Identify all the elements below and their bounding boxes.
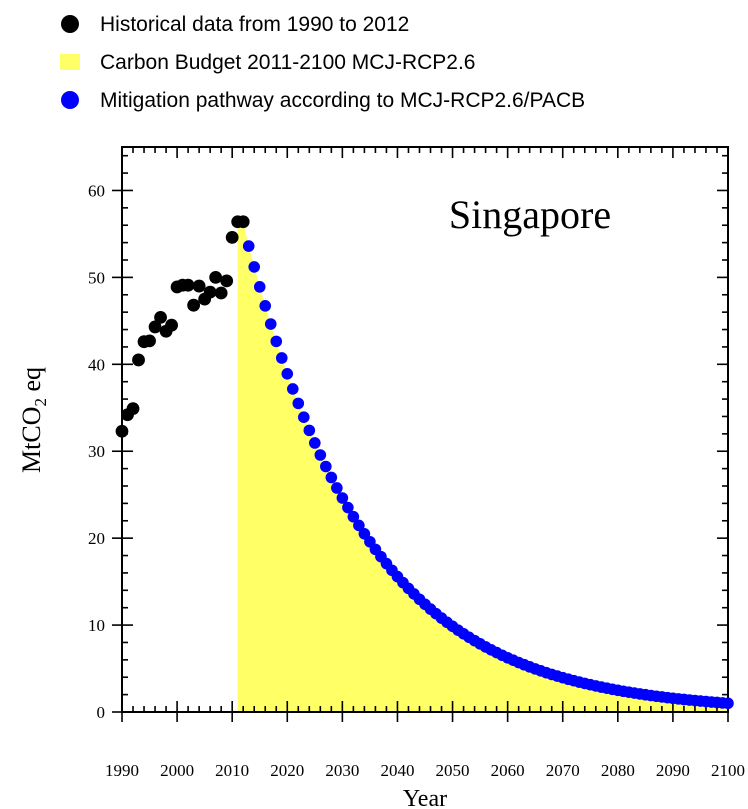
historical-point <box>187 298 201 312</box>
x-tick-label: 2020 <box>270 761 304 780</box>
mitigation-point <box>303 424 316 437</box>
x-axis-title: Year <box>403 786 447 809</box>
mitigation-point <box>336 492 349 504</box>
mitigation-point <box>342 501 354 514</box>
historical-point <box>220 274 234 288</box>
y-axis-title: MtCO2 eq <box>17 367 50 473</box>
x-tick-label: 2100 <box>711 761 745 780</box>
y-tick-label: 30 <box>88 442 105 461</box>
y-tick-label: 20 <box>88 529 105 548</box>
historical-point <box>165 318 178 332</box>
historical-point <box>154 310 167 324</box>
mitigation-point <box>353 519 365 532</box>
x-tick-label: 2030 <box>325 761 359 780</box>
x-tick-label: 1990 <box>105 761 139 780</box>
historical-point <box>225 231 239 244</box>
historical-point <box>132 353 145 367</box>
x-tick-label: 2000 <box>160 761 194 780</box>
mitigation-point <box>286 383 299 395</box>
mitigation-point <box>259 300 272 312</box>
mitigation-point <box>264 318 277 330</box>
y-axis-title-subscript: 2 <box>31 398 50 407</box>
mitigation-point <box>347 510 360 523</box>
y-tick-label: 60 <box>88 181 105 200</box>
legend-marker-mitigation <box>61 91 79 109</box>
x-tick-label: 2080 <box>601 761 635 780</box>
y-tick-label: 50 <box>88 268 105 287</box>
historical-point <box>236 215 250 229</box>
y-tick-label: 40 <box>88 355 105 374</box>
x-tick-label: 2050 <box>436 761 470 780</box>
y-axis-title-main: MtCO <box>17 407 46 473</box>
mitigation-point <box>298 411 310 423</box>
x-tick-label: 2010 <box>215 761 249 780</box>
mitigation-point <box>325 471 338 484</box>
mitigation-point <box>248 261 261 273</box>
carbon-budget-area-layer <box>237 221 728 712</box>
mitigation-point <box>242 240 255 252</box>
legend-label: Historical data from 1990 to 2012 <box>100 13 409 36</box>
legend-label: Carbon Budget 2011-2100 MCJ-RCP2.6 <box>100 51 476 74</box>
legend-label: Mitigation pathway according to MCJ-RCP2… <box>100 89 585 112</box>
historical-point <box>214 286 228 300</box>
historical-point <box>143 334 156 348</box>
historical-point <box>209 270 223 284</box>
mitigation-point <box>253 281 266 293</box>
x-tick-label: 2060 <box>491 761 525 780</box>
historical-point <box>203 285 217 299</box>
mitigation-point <box>309 437 321 449</box>
historical-point <box>148 320 162 334</box>
x-tick-label: 2090 <box>656 761 690 780</box>
mitigation-point <box>281 368 294 380</box>
axes: 1990 2000 2010 2020 2030 2040 2050 2060 2070 2080… <box>88 146 745 780</box>
y-tick-label: 0 <box>97 703 106 722</box>
y-axis-title-tail: eq <box>17 367 46 398</box>
chart-annotation: Singapore <box>449 192 611 237</box>
x-tick-label: 2070 <box>546 761 580 780</box>
historical-point <box>126 402 140 416</box>
mitigation-point <box>331 482 343 494</box>
historical-point <box>115 424 129 438</box>
x-tick-label: 2040 <box>380 761 414 780</box>
mitigation-point <box>275 352 288 364</box>
mitigation-point <box>722 697 734 710</box>
historical-point <box>192 279 206 293</box>
mitigation-point <box>270 335 283 348</box>
carbon-budget-area <box>237 221 728 712</box>
y-tick-label: 10 <box>88 616 105 635</box>
legend: Historical data from 1990 to 2012 Carbon … <box>60 13 585 112</box>
historical-point <box>181 278 195 292</box>
legend-marker-historical <box>61 15 79 33</box>
mitigation-point <box>320 460 332 473</box>
data-points-layer <box>115 215 734 710</box>
legend-marker-carbon-budget <box>60 54 80 70</box>
mitigation-point <box>292 397 305 410</box>
mitigation-point <box>314 449 327 461</box>
